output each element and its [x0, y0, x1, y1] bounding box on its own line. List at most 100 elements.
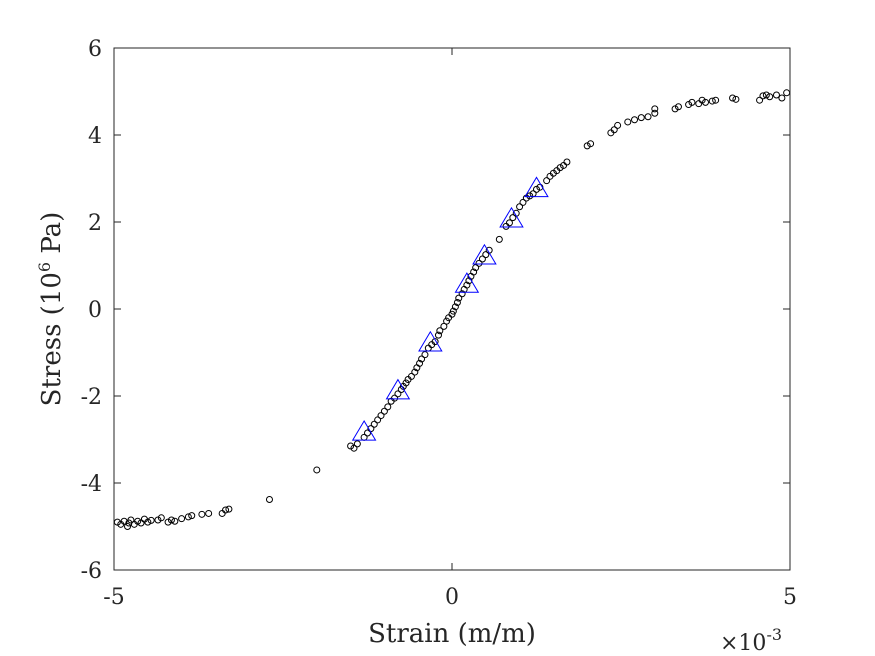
data-point-circle: [205, 509, 213, 517]
y-axis-label-unit: Pa): [37, 212, 67, 262]
data-point-circle: [370, 420, 378, 428]
x-axis-multiplier: ×10-3: [720, 625, 782, 656]
data-point-circle: [124, 523, 132, 530]
axis-ticks: [113, 47, 791, 571]
data-point-circle: [729, 94, 737, 102]
data-point-circle: [188, 512, 196, 520]
data-point-circle: [134, 517, 142, 525]
data-point-circle: [431, 338, 439, 346]
data-point-circle: [778, 94, 786, 102]
data-point-circle: [708, 97, 716, 105]
data-point-circle: [516, 203, 524, 211]
data-point-circle: [458, 290, 466, 298]
data-point-circle: [350, 444, 358, 452]
data-point-circle: [147, 516, 155, 524]
data-point-circle: [178, 515, 186, 523]
data-point-circle: [637, 114, 645, 122]
data-point-circle: [766, 93, 774, 101]
y-axis-label-exponent: 6: [35, 262, 54, 272]
data-point-circle: [478, 255, 486, 263]
x-multiplier-exponent: -3: [766, 625, 782, 644]
data-point-circle: [157, 514, 165, 522]
data-markers: [113, 89, 791, 530]
data-point-circle: [137, 519, 145, 527]
data-point-circle: [463, 281, 471, 289]
data-point-circle: [732, 95, 740, 103]
data-point-circle: [631, 116, 639, 124]
data-point-circle: [374, 416, 382, 424]
plot-background: [114, 48, 790, 570]
data-point-circle: [144, 518, 152, 526]
data-point-circle: [384, 403, 392, 411]
data-point-circle: [436, 327, 444, 335]
data-point-circle: [120, 517, 128, 525]
data-point-circle: [614, 121, 622, 129]
data-point-circle: [563, 158, 571, 166]
data-point-circle: [443, 317, 451, 325]
x-tick-label: 0: [445, 585, 459, 610]
data-point-circle: [756, 96, 764, 104]
data-point-circle: [543, 177, 551, 185]
data-point-circle: [475, 259, 483, 267]
data-point-circle: [364, 429, 371, 437]
data-point-triangle: [499, 206, 524, 228]
data-point-triangle: [418, 330, 443, 352]
y-axis-label-base: Stress (10: [37, 272, 67, 406]
data-point-circle: [421, 351, 429, 359]
data-point-circle: [402, 379, 410, 387]
data-point-triangle: [524, 176, 549, 198]
y-tick-label: 2: [88, 211, 102, 236]
data-point-circle: [519, 198, 527, 206]
data-point-circle: [184, 513, 192, 521]
data-point-circle: [688, 98, 696, 106]
data-point-circle: [702, 98, 709, 106]
data-point-circle: [418, 355, 426, 363]
data-point-circle: [353, 440, 361, 448]
x-tick-label: -5: [103, 585, 124, 610]
data-point-circle: [455, 294, 463, 302]
data-point-circle: [222, 506, 230, 514]
data-point-circle: [394, 390, 402, 398]
data-point-circle: [434, 331, 442, 339]
data-point-circle: [127, 516, 135, 524]
data-point-circle: [265, 496, 273, 504]
y-tick-label: -2: [81, 385, 102, 410]
data-point-triangle: [385, 378, 411, 400]
y-axis-label: Stress (106 Pa): [35, 212, 67, 407]
data-point-circle: [377, 412, 385, 420]
data-point-circle: [391, 394, 399, 402]
y-tick-label: 4: [88, 124, 102, 149]
y-tick-label: -6: [81, 559, 102, 584]
y-tick-label: 6: [88, 37, 102, 62]
data-point-circle: [712, 96, 720, 104]
data-point-circle: [171, 517, 179, 525]
data-point-circle: [651, 105, 659, 113]
data-point-circle: [167, 516, 175, 524]
tick-labels: -5 0 5 -6 -4 -2 0 2 4 6: [81, 37, 797, 610]
data-point-triangle: [472, 243, 497, 265]
data-point-circle: [380, 407, 388, 415]
data-point-circle: [495, 235, 503, 243]
y-tick-label: 0: [88, 298, 102, 323]
data-point-circle: [651, 109, 659, 117]
data-point-circle: [472, 264, 480, 272]
data-point-triangle: [351, 419, 377, 441]
data-point-circle: [416, 359, 424, 367]
data-point-circle: [772, 91, 780, 99]
data-point-circle: [674, 103, 682, 111]
data-point-circle: [762, 91, 770, 99]
data-point-circle: [610, 126, 618, 134]
data-point-circle: [198, 510, 206, 518]
data-point-circle: [313, 466, 321, 474]
data-point-circle: [509, 214, 517, 222]
data-point-circle: [624, 118, 632, 126]
y-tick-label: -4: [81, 472, 102, 497]
data-point-circle: [482, 251, 490, 259]
x-axis-label: Strain (m/m): [368, 619, 536, 649]
x-tick-label: 5: [783, 585, 797, 610]
data-point-circle: [411, 368, 419, 376]
data-point-circle: [451, 303, 459, 311]
x-multiplier-base: ×10: [720, 631, 766, 656]
data-point-circle: [225, 505, 233, 513]
